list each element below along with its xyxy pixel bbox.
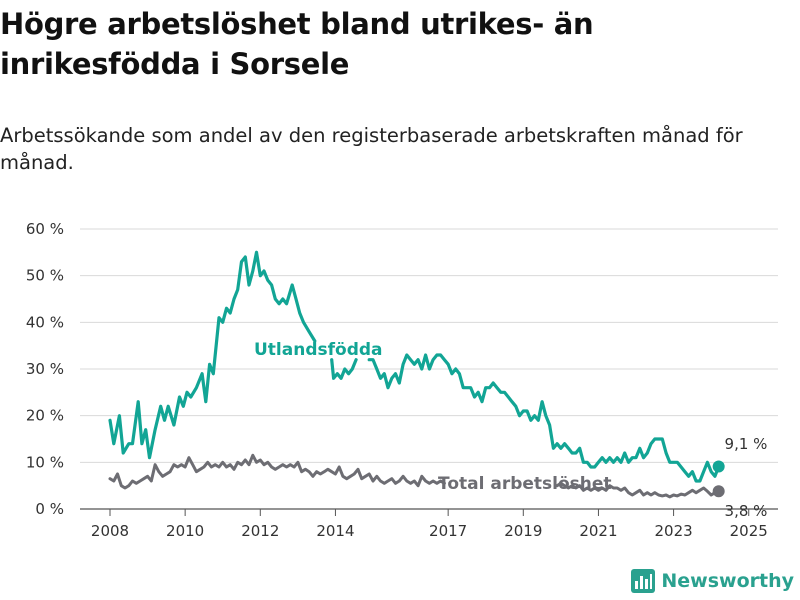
y-tick-label: 10 % bbox=[26, 453, 64, 471]
series-label-total: Total arbetslöshet bbox=[438, 474, 612, 494]
end-value-label-foreign-born: 9,1 % bbox=[725, 435, 768, 453]
x-tick-label: 2008 bbox=[91, 522, 129, 540]
total-unemployment-line-end-marker bbox=[712, 485, 725, 498]
foreign-born-line bbox=[108, 250, 721, 483]
y-tick-label: 0 % bbox=[35, 500, 64, 518]
chart-subtitle: Arbetssökande som andel av den registerb… bbox=[0, 124, 743, 174]
x-tick-label: 2010 bbox=[166, 522, 204, 540]
end-value-label-total: 3,8 % bbox=[725, 502, 768, 520]
bar-chart-logo-icon bbox=[631, 569, 656, 593]
chart-title: Högre arbetslöshet bland utrikes- än inr… bbox=[0, 7, 594, 81]
foreign-born-line-end-marker bbox=[712, 460, 725, 473]
x-tick-label: 2023 bbox=[654, 522, 692, 540]
y-tick-label: 30 % bbox=[26, 360, 64, 378]
y-tick-label: 40 % bbox=[26, 313, 64, 331]
x-tick-label: 2019 bbox=[504, 522, 542, 540]
brand-logo: Newsworthy bbox=[631, 569, 794, 593]
x-tick-label: 2014 bbox=[316, 522, 354, 540]
total-unemployment-line bbox=[108, 453, 721, 499]
brand-name: Newsworthy bbox=[661, 570, 794, 592]
series-label-foreign-born: Utlandsfödda bbox=[254, 340, 383, 360]
x-tick-label: 2025 bbox=[730, 522, 768, 540]
y-tick-label: 60 % bbox=[26, 220, 64, 238]
x-tick-label: 2021 bbox=[579, 522, 617, 540]
y-tick-label: 20 % bbox=[26, 407, 64, 425]
x-tick-label: 2017 bbox=[429, 522, 467, 540]
y-tick-label: 50 % bbox=[26, 267, 64, 285]
x-tick-label: 2012 bbox=[241, 522, 279, 540]
